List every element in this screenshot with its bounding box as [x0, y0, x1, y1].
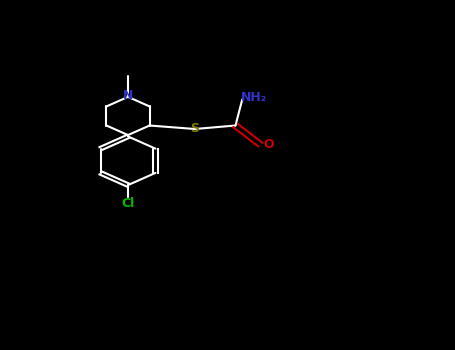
Text: NH₂: NH₂: [241, 91, 267, 104]
Text: O: O: [263, 138, 274, 151]
Text: Cl: Cl: [121, 197, 135, 210]
Text: S: S: [190, 122, 199, 135]
Text: N: N: [123, 89, 133, 101]
